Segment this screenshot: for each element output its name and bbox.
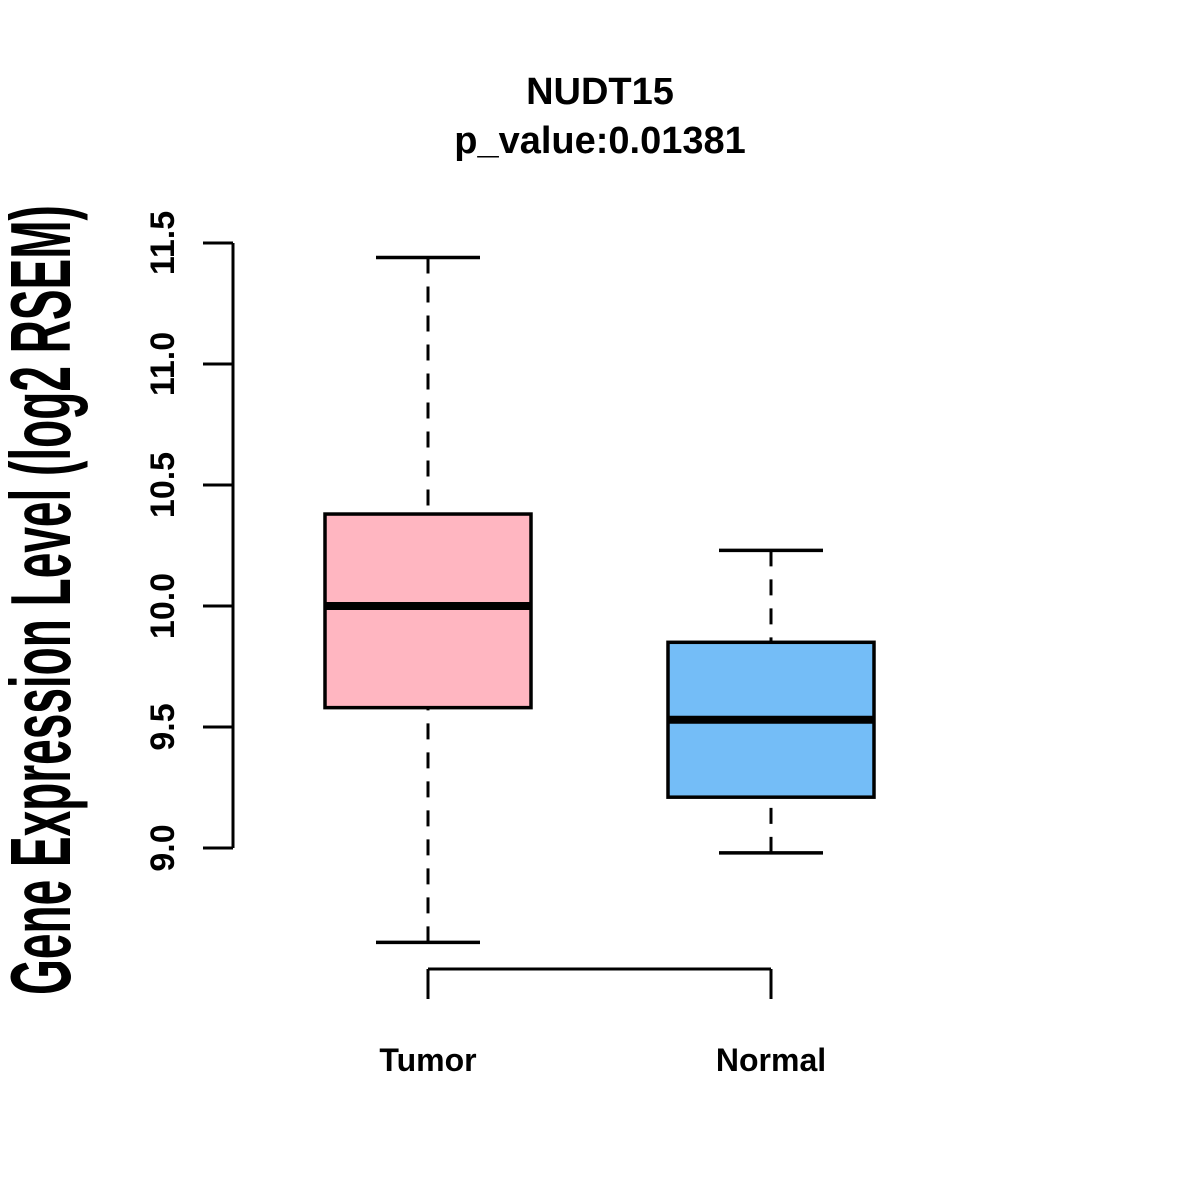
y-axis-tick-label: 11.5 [144,211,182,275]
chart-title: NUDT15 [526,71,674,113]
y-axis-tick-label: 10.0 [144,573,182,639]
y-axis-tick-label: 9.0 [144,824,182,871]
y-axis-tick-label: 10.5 [144,452,182,518]
y-axis-tick-label: 11.0 [144,332,182,396]
chart-subtitle: p_value:0.01381 [454,120,746,162]
box-tumor [323,512,533,710]
y-axis-tick-label: 9.5 [144,703,182,750]
x-axis-label-normal: Normal [716,1042,826,1078]
y-axis-title: Gene Expression Level (log2 RSEM) [0,205,89,995]
x-axis-label-tumor: Tumor [379,1042,476,1078]
